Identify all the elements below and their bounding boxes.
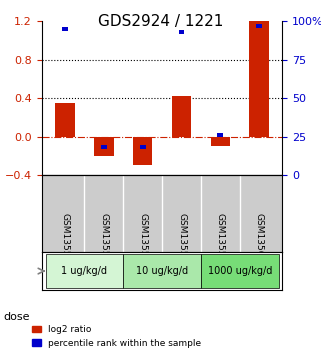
Bar <box>172 96 191 137</box>
Text: GSM135598: GSM135598 <box>177 213 186 268</box>
Text: GDS2924 / 1221: GDS2924 / 1221 <box>98 14 223 29</box>
FancyBboxPatch shape <box>46 254 123 289</box>
Text: GSM135597: GSM135597 <box>138 213 147 268</box>
FancyBboxPatch shape <box>123 254 201 289</box>
Bar <box>249 21 269 137</box>
Bar <box>62 27 68 31</box>
Text: 1 ug/kg/d: 1 ug/kg/d <box>61 266 108 276</box>
Text: GSM135600: GSM135600 <box>255 213 264 268</box>
Bar <box>140 145 146 149</box>
Bar <box>178 30 185 34</box>
Legend: log2 ratio, percentile rank within the sample: log2 ratio, percentile rank within the s… <box>30 323 203 349</box>
Text: dose: dose <box>3 312 30 322</box>
Bar <box>133 137 152 165</box>
Text: 10 ug/kg/d: 10 ug/kg/d <box>136 266 188 276</box>
Bar <box>211 137 230 146</box>
Text: 1000 ug/kg/d: 1000 ug/kg/d <box>208 266 272 276</box>
Text: GSM135599: GSM135599 <box>216 213 225 268</box>
Bar <box>94 137 114 156</box>
Text: GSM135596: GSM135596 <box>100 213 108 268</box>
Bar <box>256 24 262 28</box>
Bar <box>55 103 75 137</box>
Bar <box>217 133 223 137</box>
Bar <box>101 145 107 149</box>
Text: GSM135595: GSM135595 <box>61 213 70 268</box>
FancyBboxPatch shape <box>201 254 279 289</box>
